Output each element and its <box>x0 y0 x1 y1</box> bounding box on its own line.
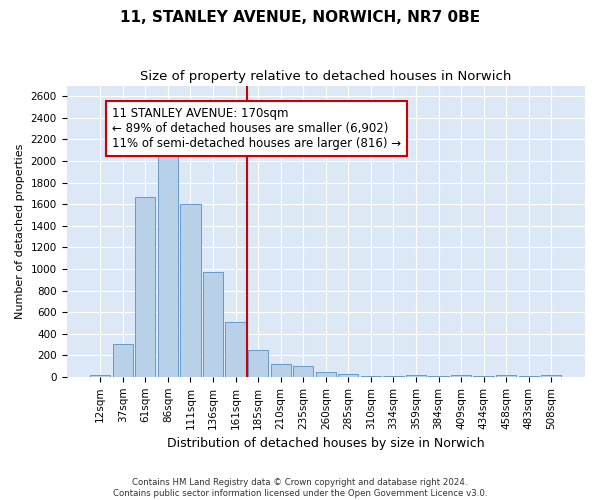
Text: Contains HM Land Registry data © Crown copyright and database right 2024.
Contai: Contains HM Land Registry data © Crown c… <box>113 478 487 498</box>
Y-axis label: Number of detached properties: Number of detached properties <box>15 144 25 319</box>
Bar <box>158 145 178 377</box>
Bar <box>406 375 426 377</box>
X-axis label: Distribution of detached houses by size in Norwich: Distribution of detached houses by size … <box>167 437 485 450</box>
Bar <box>90 374 110 377</box>
Bar <box>316 372 336 377</box>
Bar <box>428 376 449 377</box>
Title: Size of property relative to detached houses in Norwich: Size of property relative to detached ho… <box>140 70 511 83</box>
Bar <box>248 350 268 377</box>
Bar <box>293 366 313 377</box>
Text: 11, STANLEY AVENUE, NORWICH, NR7 0BE: 11, STANLEY AVENUE, NORWICH, NR7 0BE <box>120 10 480 25</box>
Bar <box>338 374 358 377</box>
Bar <box>518 376 539 377</box>
Bar <box>271 364 291 377</box>
Bar <box>113 344 133 377</box>
Bar <box>181 204 200 377</box>
Bar <box>135 196 155 377</box>
Bar <box>473 376 494 377</box>
Bar <box>496 375 517 377</box>
Bar <box>361 376 381 377</box>
Bar <box>226 322 246 377</box>
Bar <box>203 272 223 377</box>
Bar <box>541 374 562 377</box>
Text: 11 STANLEY AVENUE: 170sqm
← 89% of detached houses are smaller (6,902)
11% of se: 11 STANLEY AVENUE: 170sqm ← 89% of detac… <box>112 107 401 150</box>
Bar <box>451 374 471 377</box>
Bar <box>383 376 404 377</box>
